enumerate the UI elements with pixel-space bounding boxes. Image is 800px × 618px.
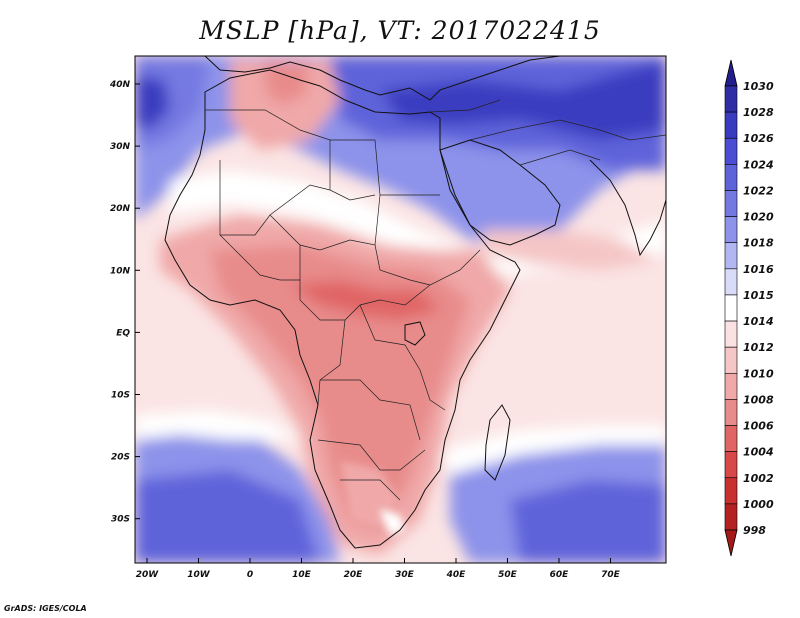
colorbar-band — [724, 137, 738, 165]
colorbar-level-label: 1008 — [743, 393, 774, 406]
colorbar-level-label: 1020 — [743, 211, 774, 224]
colorbar-top-arrow — [724, 59, 738, 87]
axes: 40N 30N 20N 10N EQ 10S 20S 30S 20W 10W 0 10E 20E 30E 4… — [109, 80, 621, 580]
pressure-field — [135, 56, 666, 563]
lat-label: 10S — [111, 391, 130, 401]
plot-frame — [134, 55, 667, 564]
colorbar-level-label: 1018 — [743, 237, 774, 250]
lon-label: 10E — [292, 570, 312, 580]
colorbar-level-label: 1016 — [743, 263, 774, 276]
colorbar-band — [724, 85, 738, 113]
africa-coastline — [164, 69, 521, 549]
map-title: MSLP [hPa], VT: 2017022415 — [199, 16, 601, 45]
colorbar-level-label: 1006 — [743, 420, 774, 433]
arabia-coastline — [439, 139, 561, 246]
colorbar-level-label: 1024 — [743, 158, 774, 171]
colorbar-level-label: 1000 — [743, 498, 774, 511]
colorbar-level-label: 1015 — [743, 289, 774, 302]
colorbar-level-label: 1022 — [743, 184, 774, 197]
lon-label: 30E — [395, 570, 415, 580]
colorbar-level-label: 1014 — [743, 315, 774, 328]
colorbar-band — [724, 320, 738, 348]
colorbar-band — [724, 372, 738, 400]
lon-label: 20E — [344, 570, 364, 580]
colorbar-band — [724, 346, 738, 374]
colorbar-band — [724, 111, 738, 139]
colorbar-band — [724, 294, 738, 322]
lat-label: 20S — [111, 453, 130, 463]
colorbar-band — [724, 425, 738, 452]
colorbar-level-label: 1012 — [743, 341, 774, 354]
lat-label: 30N — [110, 142, 131, 152]
colorbar-band — [724, 164, 738, 191]
colorbar-level-label: 1028 — [743, 106, 774, 119]
lat-label: 10N — [110, 266, 131, 276]
lon-label: 10W — [187, 570, 211, 580]
lon-label: 20W — [136, 570, 160, 580]
lon-label: 60E — [550, 570, 570, 580]
colorbar-level-label: 1026 — [743, 132, 774, 145]
footer-credit: GrADS: IGES/COLA — [4, 604, 87, 613]
colorbar-level-label: 1010 — [743, 367, 774, 380]
lon-label: 70E — [601, 570, 621, 580]
lat-label: 20N — [110, 204, 131, 214]
colorbar-level-label: 998 — [743, 524, 766, 537]
colorbar-band — [724, 477, 738, 505]
colorbar-band — [724, 399, 738, 426]
colorbar-band — [724, 242, 738, 270]
india-coastline — [589, 159, 666, 257]
colorbar-level-label: 1004 — [743, 446, 774, 459]
madagascar-coastline — [484, 404, 511, 481]
colorbar-level-label: 1030 — [743, 80, 774, 93]
coastlines — [164, 56, 666, 549]
colorbar-band — [724, 190, 738, 217]
colorbar: 1030 1028 1026 1024 1022 1020 1018 1016 1015 1014… — [724, 59, 774, 557]
colorbar-band — [724, 503, 738, 531]
lon-label: 0 — [247, 570, 253, 580]
colorbar-band — [724, 451, 738, 479]
lat-label: 40N — [109, 80, 131, 90]
country-borders — [205, 99, 666, 501]
lon-label: 50E — [498, 570, 518, 580]
colorbar-bottom-arrow — [724, 529, 738, 557]
colorbar-band — [724, 216, 738, 244]
lat-label: EQ — [116, 328, 130, 338]
colorbar-band — [724, 268, 738, 296]
lat-label: 30S — [111, 515, 130, 525]
colorbar-level-label: 1002 — [743, 472, 774, 485]
lake-victoria — [404, 321, 426, 346]
lon-label: 40E — [446, 570, 467, 580]
europe-coastline — [204, 56, 561, 101]
